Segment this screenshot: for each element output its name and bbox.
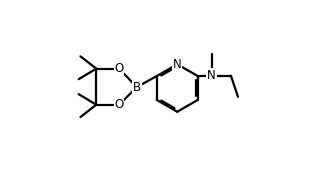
Text: N: N	[207, 69, 216, 82]
Text: O: O	[115, 62, 124, 75]
Text: B: B	[133, 81, 141, 94]
Text: O: O	[115, 98, 124, 111]
Text: N: N	[173, 58, 181, 71]
